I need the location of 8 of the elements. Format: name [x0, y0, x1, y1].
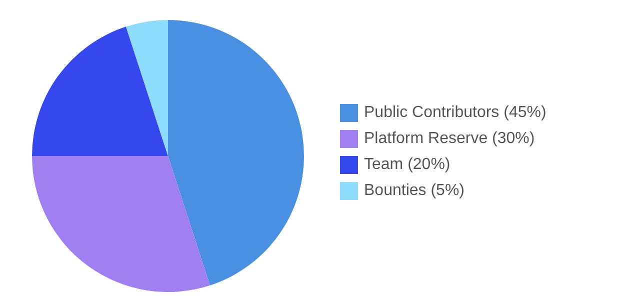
- pie-slice: [32, 156, 210, 292]
- pie-slice: [32, 26, 168, 156]
- legend-label: Platform Reserve (30%): [364, 129, 535, 149]
- legend-label: Public Contributors (45%): [364, 103, 546, 123]
- pie-slice: [168, 20, 304, 286]
- pie-slice: [126, 20, 168, 156]
- legend-label: Bounties (5%): [364, 181, 464, 201]
- legend-label: Team (20%): [364, 155, 450, 175]
